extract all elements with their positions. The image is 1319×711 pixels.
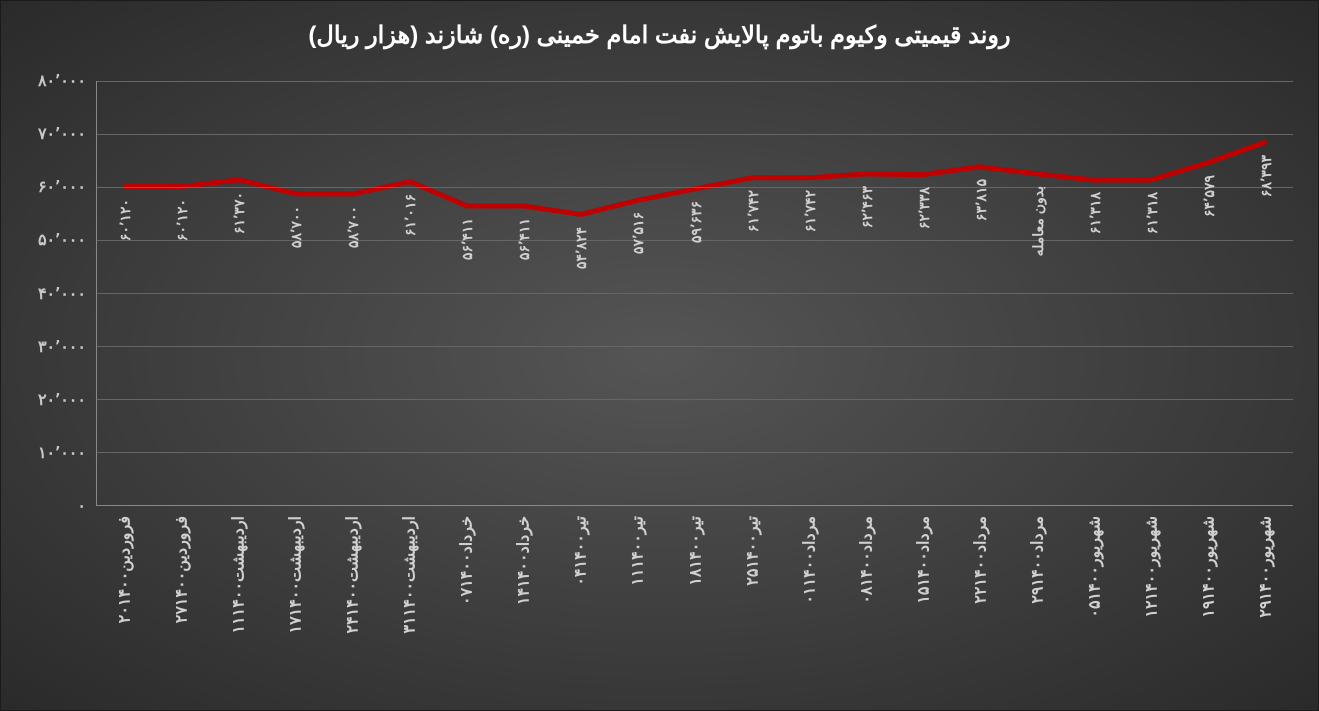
data-label: ۶۱٬۰۱۶ bbox=[402, 194, 418, 236]
x-axis-label: ۱۵مرداد۱۴۰۰ bbox=[914, 516, 933, 604]
x-axis-label: ۲۹شهریور۱۴۰۰ bbox=[1257, 516, 1276, 618]
data-label: ۶۱٬۳۱۸ bbox=[1144, 192, 1160, 234]
x-axis-label: ۰۴تیر۱۴۰۰ bbox=[572, 516, 591, 586]
x-axis-label: ۱۹شهریور۱۴۰۰ bbox=[1200, 516, 1219, 618]
y-axis-label: ۸۰٬۰۰۰ bbox=[11, 71, 86, 91]
x-axis-label: ۱۱تیر۱۴۰۰ bbox=[629, 516, 648, 586]
data-label: ۶۸٬۳۹۳ bbox=[1258, 155, 1274, 197]
y-axis-label: ۳۰٬۰۰۰ bbox=[11, 337, 86, 357]
data-label: ۵۶٬۴۱۱ bbox=[516, 218, 532, 260]
x-axis-label: ۱۴خرداد۱۴۰۰ bbox=[515, 516, 534, 605]
y-axis-label: ۱۰٬۰۰۰ bbox=[11, 443, 86, 463]
gridline bbox=[97, 187, 1293, 188]
x-axis-label: ۲۲مرداد۱۴۰۰ bbox=[971, 516, 990, 604]
gridline bbox=[97, 399, 1293, 400]
x-axis-label: ۲۰فروردین۱۴۰۰ bbox=[115, 516, 134, 623]
x-axis-label: ۱۷اردیبهشت۱۴۰۰ bbox=[286, 516, 305, 634]
gridline bbox=[97, 293, 1293, 294]
y-axis-label: ۰ bbox=[11, 496, 86, 516]
data-label: ۵۶٬۴۱۱ bbox=[459, 218, 475, 260]
data-label: ۵۹٬۶۳۶ bbox=[688, 201, 704, 243]
x-axis-label: ۲۷فروردین۱۴۰۰ bbox=[172, 516, 191, 623]
chart-area: ۰۱۰٬۰۰۰۲۰٬۰۰۰۳۰٬۰۰۰۴۰٬۰۰۰۵۰٬۰۰۰۶۰٬۰۰۰۷۰٬… bbox=[96, 81, 1293, 506]
data-label: ۶۰٬۱۲۰ bbox=[174, 199, 190, 241]
gridline bbox=[97, 346, 1293, 347]
y-axis-label: ۵۰٬۰۰۰ bbox=[11, 230, 86, 250]
x-axis-label: ۰۷خرداد۱۴۰۰ bbox=[458, 516, 477, 605]
data-label: ۶۱٬۷۴۲ bbox=[802, 190, 818, 232]
data-label: ۵۸٬۷۰۰ bbox=[345, 206, 361, 248]
data-label: ۵۴٬۸۲۴ bbox=[573, 227, 589, 269]
data-label: ۵۸٬۷۰۰ bbox=[288, 206, 304, 248]
x-axis-label: ۰۱مرداد۱۴۰۰ bbox=[800, 516, 819, 604]
x-axis-label: ۳۱اردیبهشت۱۴۰۰ bbox=[401, 516, 420, 634]
data-label: ۶۲٬۴۶۳ bbox=[859, 186, 875, 228]
x-axis-label: ۲۵تیر۱۴۰۰ bbox=[743, 516, 762, 586]
data-label: ۶۴٬۵۷۹ bbox=[1201, 175, 1217, 217]
chart-title: روند قیمیتی وکیوم باتوم پالایش نفت امام … bbox=[1, 21, 1318, 50]
y-axis-label: ۷۰٬۰۰۰ bbox=[11, 124, 86, 144]
data-label: ۶۱٬۷۴۲ bbox=[745, 190, 761, 232]
x-axis-label: ۰۸مرداد۱۴۰۰ bbox=[857, 516, 876, 604]
x-axis-label: ۱۸تیر۱۴۰۰ bbox=[686, 516, 705, 586]
data-label: ۶۱٬۳۱۸ bbox=[1087, 192, 1103, 234]
x-axis-label: ۲۹مرداد۱۴۰۰ bbox=[1029, 516, 1048, 604]
gridline bbox=[97, 452, 1293, 453]
data-label: ۶۰٬۱۲۰ bbox=[117, 199, 133, 241]
gridline bbox=[97, 81, 1293, 82]
x-axis-label: ۱۱اردیبهشت۱۴۰۰ bbox=[229, 516, 248, 634]
data-label: ۵۷٬۵۱۶ bbox=[630, 212, 646, 254]
plot-area bbox=[96, 81, 1293, 506]
data-label: ۶۱٬۳۷۰ bbox=[231, 192, 247, 234]
x-axis-label: ۲۴اردیبهشت۱۴۰۰ bbox=[343, 516, 362, 634]
data-label: ۶۲٬۳۳۸ bbox=[916, 187, 932, 229]
y-axis-label: ۴۰٬۰۰۰ bbox=[11, 284, 86, 304]
data-label: بدون معامله bbox=[1030, 186, 1046, 256]
x-axis-label: ۰۵شهریور۱۴۰۰ bbox=[1086, 516, 1105, 618]
gridline bbox=[97, 134, 1293, 135]
data-label: ۶۳٬۸۱۵ bbox=[973, 179, 989, 221]
y-axis-label: ۲۰٬۰۰۰ bbox=[11, 390, 86, 410]
x-axis-label: ۱۲شهریور۱۴۰۰ bbox=[1143, 516, 1162, 618]
y-axis-label: ۶۰٬۰۰۰ bbox=[11, 177, 86, 197]
